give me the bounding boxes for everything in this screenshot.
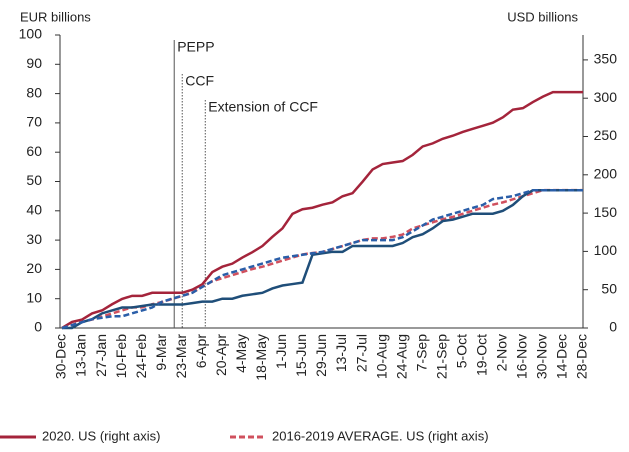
x-tick-label: 30-Dec	[53, 334, 69, 379]
x-tick-label: 10-Feb	[113, 334, 129, 379]
x-tick-label: 7-Sep	[413, 334, 429, 372]
x-tick-label: 13-Jan	[73, 334, 89, 377]
x-tick-label: 19-Oct	[474, 334, 490, 376]
y-tick-label: 10	[26, 289, 42, 305]
x-tick-label: 10-Aug	[373, 334, 389, 379]
y-tick-label: 90	[26, 55, 42, 71]
x-tick-label: 16-Nov	[514, 334, 530, 379]
x-tick-label: 24-Aug	[393, 334, 409, 379]
y-tick-label: 70	[26, 114, 42, 130]
x-tick-label: 15-Jun	[293, 334, 309, 377]
x-tick-label: 21-Sep	[433, 334, 449, 379]
line-series	[62, 189, 583, 330]
y2-tick-label: 0	[609, 319, 617, 335]
y2-axis-label: USD billions	[507, 9, 578, 24]
y2-tick-label: 100	[594, 242, 618, 258]
y-axis-label: EUR billions	[20, 9, 91, 24]
legend-label: 2020. US (right axis)	[42, 428, 161, 443]
y2-tick-label: 300	[594, 89, 618, 105]
y-tick-label: 80	[26, 84, 42, 100]
x-tick-label: 27-Jul	[353, 334, 369, 372]
x-tick-label: 27-Jan	[93, 334, 109, 377]
annotation: CCF	[185, 73, 214, 89]
y-tick-label: 0	[34, 319, 42, 335]
y2-tick-label: 250	[594, 127, 618, 143]
x-tick-label: 20-Apr	[213, 334, 229, 376]
annotation: Extension of CCF	[208, 99, 318, 115]
y-tick-label: 50	[26, 172, 42, 188]
x-tick-label: 4-May	[233, 334, 249, 373]
x-tick-label: 29-Jun	[313, 334, 329, 377]
x-tick-label: 9-Mar	[153, 334, 169, 371]
x-tick-label: 18-May	[253, 334, 269, 381]
x-tick-label: 28-Dec	[574, 334, 590, 379]
annotation: PEPP	[177, 39, 214, 55]
line-series	[61, 189, 583, 330]
y-tick-label: 60	[26, 143, 42, 159]
line-series	[61, 90, 583, 330]
x-tick-label: 14-Dec	[554, 334, 570, 379]
x-tick-label: 30-Nov	[534, 334, 550, 379]
y2-tick-label: 50	[601, 280, 617, 296]
x-tick-label: 2-Nov	[494, 334, 510, 371]
y2-tick-label: 350	[594, 51, 618, 67]
x-tick-label: 23-Mar	[173, 334, 189, 379]
y-tick-label: 100	[19, 26, 43, 42]
x-tick-label: 1-Jun	[273, 334, 289, 369]
y2-tick-label: 200	[594, 166, 618, 182]
x-tick-label: 6-Apr	[193, 334, 209, 369]
y-tick-label: 30	[26, 231, 42, 247]
y-tick-label: 20	[26, 260, 42, 276]
y2-tick-label: 150	[594, 204, 618, 220]
x-tick-label: 24-Feb	[133, 334, 149, 379]
y-tick-label: 40	[26, 202, 42, 218]
x-tick-label: 5-Oct	[453, 334, 469, 368]
x-tick-label: 13-Jul	[333, 334, 349, 372]
legend-label: 2016-2019 AVERAGE. US (right axis)	[272, 428, 489, 443]
